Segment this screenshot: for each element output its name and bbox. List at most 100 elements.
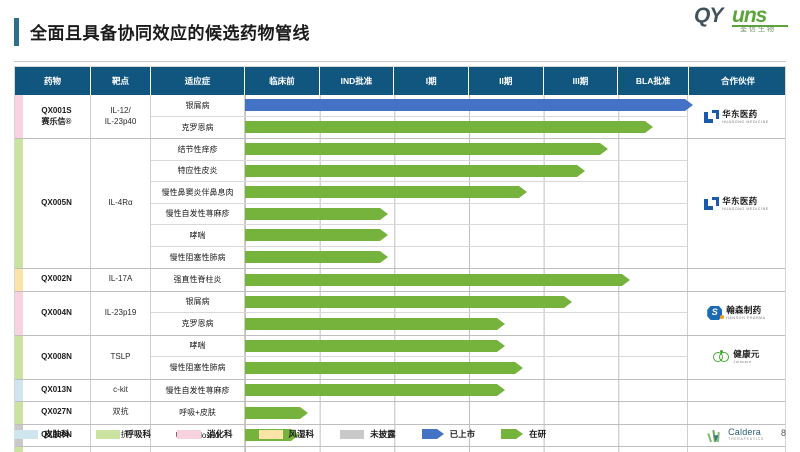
stage-track [245,116,687,138]
bar-arrow-tip [644,121,653,134]
legend-label: 未披露 [370,429,396,439]
table-body: QX001S 赛乐信® IL-12/IL-23p40 银屑病 克罗恩病 华东医药 HUADO… [15,95,785,452]
drug-name-cell: QX031N [23,447,91,452]
category-color-strip [15,269,23,291]
legend-label: 风湿科 [288,429,315,439]
stage-track [245,246,687,268]
category-color-strip [15,335,23,379]
indication-cell: 慢性自发性荨麻疹 [151,203,245,224]
category-color-strip [15,139,23,268]
indication-cell: 银屑病 [151,291,245,312]
legend-item-2: 消化科 [177,428,233,440]
indication-cell: 结节性痒疹 [151,139,245,160]
indication-cell: 慢性自发性荨麻疹 [151,379,245,401]
target-cell: IL-23p19 [91,291,151,335]
progress-bar-development [245,143,608,156]
bar-arrow-tip [496,384,505,397]
column-header-8: BLA批准 [618,67,689,95]
header-divider [14,61,786,62]
partner-cell [687,269,785,291]
table-row: 特应性皮炎 [151,160,687,182]
table-row: 强直性脊柱炎 [151,269,687,291]
hansoh-mark-icon: S [707,305,725,320]
legend-swatch-block [95,429,120,439]
indication-cell: 克罗恩病 [151,116,245,138]
partner-logo-joincare: 健康元 Joincare [713,349,759,364]
column-header-5: I期 [394,67,469,95]
table-row: 慢性阻塞性肺病 [151,357,687,379]
partner-name-huadong: 华东医药 HUADONG MEDICINE [722,196,769,211]
stage-track [245,357,687,379]
table-row: 哮喘 [151,335,687,357]
partner-cell: 健康元 Joincare [687,335,785,379]
bar-arrow-tip [380,207,389,220]
bar-body [245,143,600,156]
drug-group-qx008n: QX008N TSLP 哮喘 慢性阻塞性肺病 健康元 Joincare [15,335,785,380]
bar-body [245,406,300,419]
bar-arrow-tip [685,99,693,112]
partner-logo-huadong: 华东医药 HUADONG MEDICINE [704,196,769,211]
indication-cell: 哮喘 [151,335,245,356]
target-label: 双抗 [112,407,129,417]
category-color-strip [15,447,23,452]
indication-cell: 呼吸 [151,447,245,452]
target-cell: c-kit [91,379,151,401]
table-row: 慢性自发性荨麻疹 [151,203,687,225]
huadong-mark-icon [704,196,720,210]
progress-bar-development [245,273,631,286]
drug-group-qx001s: QX001S 赛乐信® IL-12/IL-23p40 银屑病 克罗恩病 华东医药 HUADO… [15,95,785,139]
partner-cell [687,402,785,424]
table-row: 银屑病 [151,291,687,313]
indication-cell: 特应性皮炎 [151,160,245,181]
indication-rows: 呼吸 [151,447,687,452]
stage-track [245,379,687,401]
legend: 皮肤科 呼吸科 消化科 风湿科 未披露 已上市 在研 [14,428,572,440]
partner-logo-caldera: Caldera THERAPEUTICS [707,428,764,443]
bar-body [245,361,515,374]
progress-bar-development [245,251,389,264]
column-header-3: 临床前 [245,67,320,95]
stage-track [245,402,687,424]
table-header-row: 药物 靶点 适应症 临床前 IND批准 I期 II期 III期 BLA批准 合作伙伴 [15,67,785,95]
table-row: 结节性痒疹 [151,139,687,161]
partner-name-huadong: 华东医药 HUADONG MEDICINE [722,109,769,124]
drug-group-qx027n: QX027N 双抗 呼吸+皮肤 [15,402,785,425]
target-cell: 双抗 [91,447,151,452]
drug-code: QX013N [41,384,72,394]
category-color-strip [15,379,23,401]
partner-label-cn: 翰森制药 [726,305,762,316]
table-row: 慢性自发性荨麻疹 [151,379,687,401]
bar-body [245,207,381,220]
legend-item-1: 呼吸科 [95,428,151,440]
target-label: TSLP [110,351,131,361]
bar-arrow-tip [380,229,389,242]
table-row: 呼吸 [151,447,687,452]
legend-label: 已上市 [449,429,476,439]
drug-group-qx002n: QX002N IL-17A 强直性脊柱炎 [15,269,785,292]
bar-arrow-tip [380,251,389,264]
drug-group-qx031n: QX031N双抗呼吸 [15,447,785,452]
indication-cell: 慢性阻塞性肺病 [151,246,245,268]
bar-body [245,186,520,199]
progress-bar-development [245,361,523,374]
partner-name-joincare: 健康元 Joincare [733,349,759,364]
target-cell: IL-12/IL-23p40 [91,95,151,138]
legend-label: 皮肤科 [44,429,70,439]
bar-body [245,229,381,242]
legend-swatch-arrow [501,429,524,439]
bar-body [245,99,685,112]
partner-cell [687,447,785,452]
table-row: 呼吸+皮肤 [151,402,687,424]
stage-track [245,313,687,335]
table-row: 银屑病 [151,95,693,117]
indication-rows: 强直性脊柱炎 [151,269,687,291]
stage-track [245,160,687,181]
indication-cell: 慢性鼻窦炎伴鼻息肉 [151,182,245,203]
bar-arrow-tip [564,295,573,308]
legend-swatch-arrow [421,429,444,439]
bar-arrow-tip [519,186,528,199]
drug-code: QX004N [41,307,72,317]
category-color-strip [15,402,23,424]
target-cell: TSLP [91,335,151,379]
drug-name-cell: QX004N [23,291,91,335]
